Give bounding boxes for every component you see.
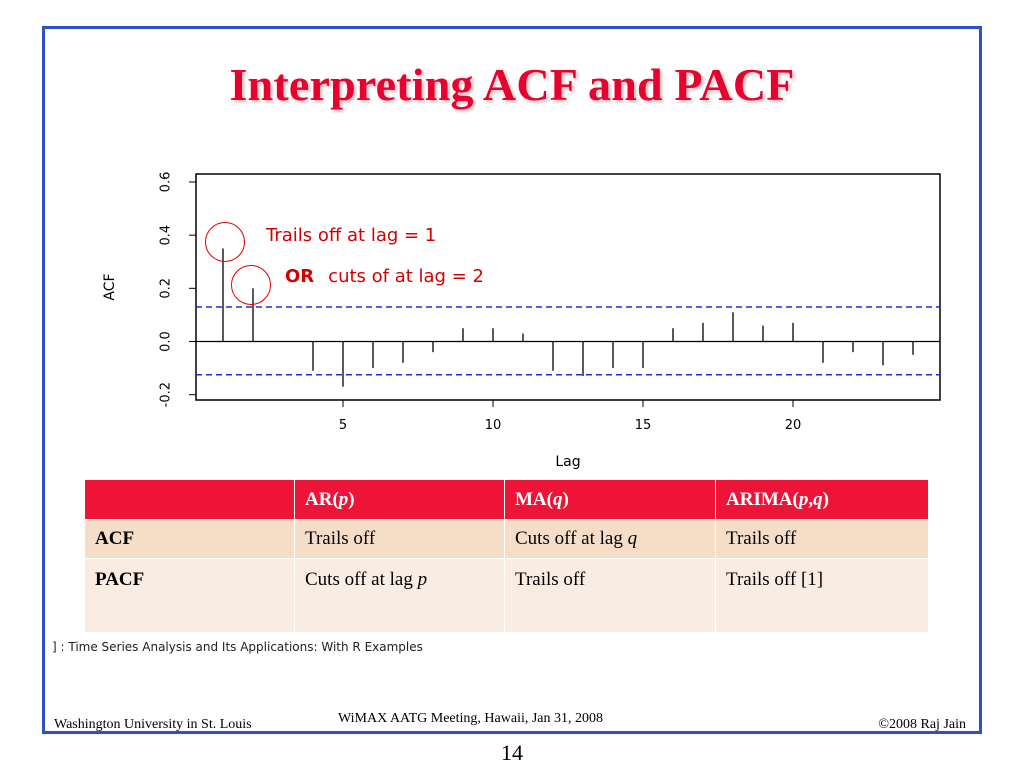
y-tick-label-3: 0.4 (159, 225, 174, 246)
cell-pacf-ar: Cuts off at lag p (294, 558, 505, 633)
slide-border (42, 26, 982, 734)
header-cell-ar: AR(p) (294, 479, 505, 520)
y-axis: -0.2 0.0 0.2 0.4 0.6 (159, 172, 196, 407)
confidence-bounds (196, 306, 940, 376)
page-number: 14 (501, 740, 523, 765)
or-label: OR (285, 266, 315, 287)
highlight-circle-lag-1 (205, 222, 245, 262)
footer-center: WiMAX AATG Meeting, Hawaii, Jan 31, 2008 (338, 711, 604, 726)
y-tick-label-0: -0.2 (159, 382, 174, 407)
acf-stems (196, 248, 940, 387)
comparison-table: AR(p) MA(q) ARIMA(p,q) ACF Trails off Cu… (84, 479, 929, 633)
cell-acf-arima: Trails off (715, 519, 929, 559)
cuts-off-annotation: OR cuts of at lag = 2 (285, 266, 484, 287)
y-tick-label-4: 0.6 (159, 172, 174, 193)
plot-frame (195, 173, 941, 401)
x-tick-label-20: 20 (785, 418, 802, 433)
footer-right: ©2008 Raj Jain (878, 717, 966, 732)
cuts-off-text: cuts of at lag = 2 (328, 266, 484, 287)
acf-chart: 5 10 15 20 -0.2 0.0 0.2 0.4 0.6 Lag ACF (102, 172, 941, 470)
y-tick-label-2: 0.2 (159, 278, 174, 299)
row-label-pacf: PACF (84, 558, 295, 633)
row-label-acf: ACF (84, 519, 295, 559)
table-header-row: AR(p) MA(q) ARIMA(p,q) (84, 479, 929, 520)
slide-title: Interpreting ACF and PACF (229, 59, 795, 110)
table-row-pacf: PACF Cuts off at lag p Trails off Trails… (84, 558, 929, 633)
table-row-acf: ACF Trails off Cuts off at lag q Trails … (84, 519, 929, 559)
cell-pacf-arima: Trails off [1] (715, 558, 929, 633)
footer-left: Washington University in St. Louis (54, 717, 252, 732)
cell-acf-ar: Trails off (294, 519, 505, 559)
reference-note: ] : Time Series Analysis and Its Applica… (52, 640, 423, 654)
header-cell-ma: MA(q) (504, 479, 716, 520)
highlight-circle-lag-2 (231, 265, 271, 305)
x-tick-label-15: 15 (635, 418, 652, 433)
x-axis-label: Lag (555, 454, 580, 470)
y-tick-label-1: 0.0 (159, 331, 174, 352)
x-axis: 5 10 15 20 (339, 400, 801, 433)
header-cell-empty (84, 479, 295, 520)
cell-pacf-ma: Trails off (504, 558, 716, 633)
cell-acf-ma: Cuts off at lag q (504, 519, 716, 559)
y-axis-label: ACF (102, 273, 118, 300)
trails-off-annotation: Trails off at lag = 1 (266, 225, 437, 246)
x-tick-label-10: 10 (485, 418, 502, 433)
x-tick-label-5: 5 (339, 418, 347, 433)
header-cell-arima: ARIMA(p,q) (715, 479, 929, 520)
